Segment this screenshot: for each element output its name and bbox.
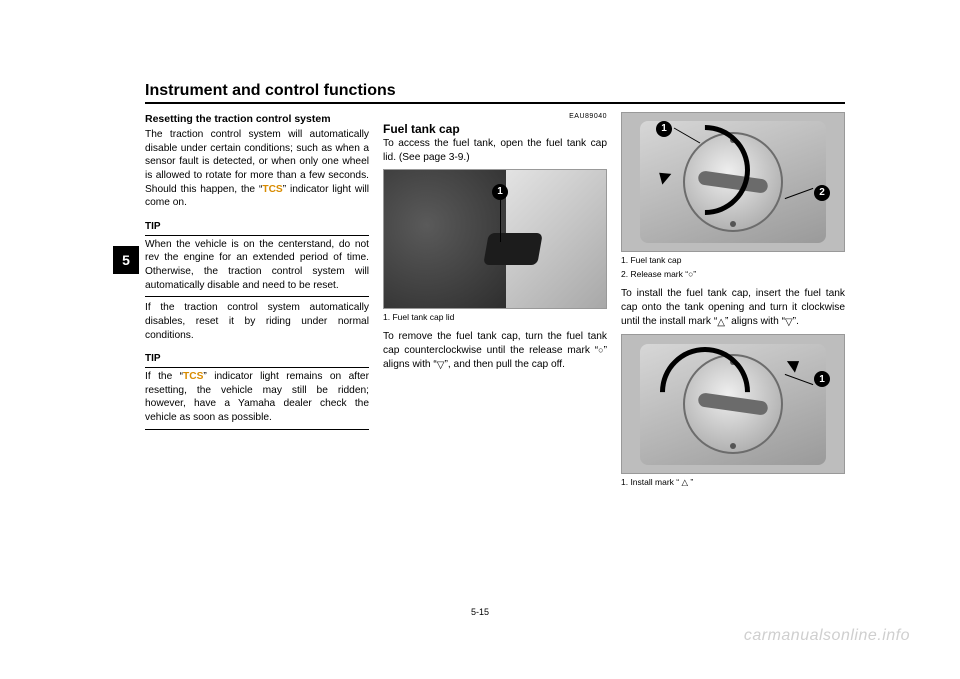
tcs-text-2: TCS (183, 371, 203, 382)
install-c: ”. (793, 316, 799, 327)
fig2-screw-bot (730, 221, 736, 227)
fig2-callout-2: 2 (814, 185, 830, 201)
triangle-down-symbol-2: ▽ (785, 316, 793, 329)
fig3-callout-1: 1 (814, 371, 830, 387)
fig2-caption-1: 1. Fuel tank cap (621, 255, 845, 266)
fuel-cap-intro: To access the fuel tank, open the fuel t… (383, 137, 607, 164)
tip-rule-1a (145, 235, 369, 236)
reset-heading: Resetting the traction control sys­tem (145, 112, 369, 126)
chapter-tab: 5 (113, 246, 139, 274)
tip-label-2: TIP (145, 352, 161, 365)
tip2-body-a: If the “ (145, 371, 183, 382)
fig1-caption: 1. Fuel tank cap lid (383, 312, 607, 323)
page-number: 5-15 (0, 607, 960, 617)
tip-rule-2a (145, 367, 369, 368)
tip-rule-1b (145, 296, 369, 297)
remove-text: To remove the fuel tank cap, turn the fu… (383, 330, 607, 371)
fig1-lid (483, 233, 543, 265)
fig3-caption: 1. Install mark “ △ ” (621, 477, 845, 488)
fig1-callout-1: 1 (492, 184, 508, 200)
content-columns: Resetting the traction control sys­tem T… (145, 112, 845, 589)
remove-a: To remove the fuel tank cap, turn the fu… (383, 331, 607, 356)
eau-code: EAU89040 (383, 112, 607, 121)
watermark: carmanualsonline.info (744, 627, 910, 645)
running-head: Instrument and control functions (145, 82, 845, 104)
fuel-cap-title: Fuel tank cap (383, 121, 607, 137)
tcs-text: TCS (262, 184, 282, 195)
tip1-body: When the vehicle is on the centerstand, … (145, 238, 369, 293)
fig2-callout-1: 1 (656, 121, 672, 137)
column-3: 1 2 1. Fuel tank cap 2. Release mark “○”… (621, 112, 845, 589)
triangle-down-symbol: ▽ (437, 359, 445, 372)
triangle-up-symbol: △ (717, 316, 725, 329)
install-b: ” aligns with “ (725, 316, 785, 327)
figure-cap-remove: 1 2 (621, 112, 845, 252)
figure-cap-lid: 1 (383, 169, 607, 309)
release-mark-symbol: ○ (598, 344, 603, 356)
tip2-body: If the “TCS” indicator light remains on … (145, 370, 369, 425)
reset-body: The traction control system will auto­ma… (145, 128, 369, 210)
tip-rule-2b (145, 429, 369, 430)
column-2: EAU89040 Fuel tank cap To access the fue… (383, 112, 607, 589)
mid-para: If the traction control system automat­i… (145, 301, 369, 342)
tip-label-1: TIP (145, 220, 161, 233)
fig1-leader (500, 200, 501, 242)
install-text: To install the fuel tank cap, insert the… (621, 287, 845, 328)
manual-page: Instrument and control functions 5 Reset… (0, 0, 960, 679)
column-1: Resetting the traction control sys­tem T… (145, 112, 369, 589)
figure-cap-install: 1 (621, 334, 845, 474)
remove-c: ”, and then pull the cap off. (445, 359, 565, 370)
fig2-caption-2: 2. Release mark “○” (621, 269, 845, 280)
